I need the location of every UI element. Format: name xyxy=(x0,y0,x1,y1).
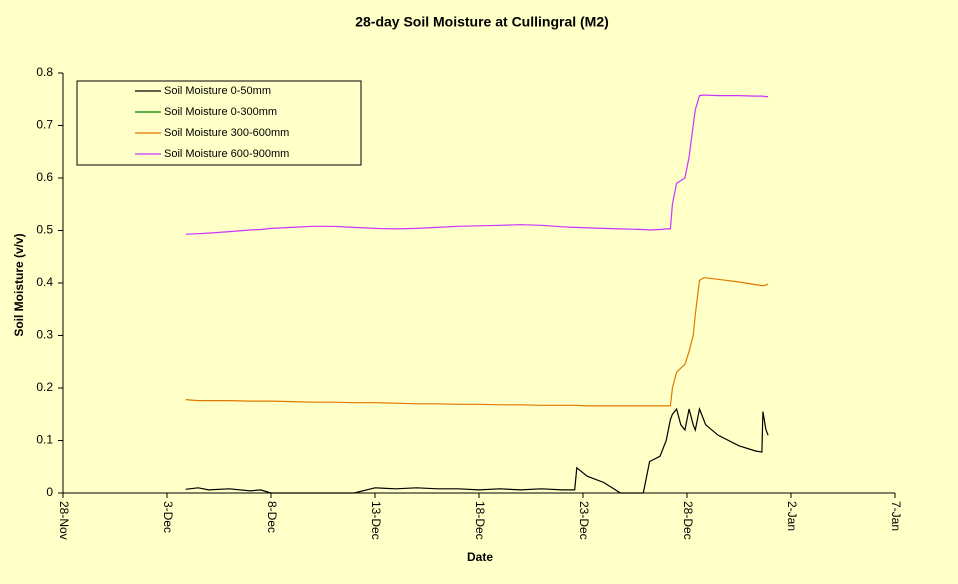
x-axis-title: Date xyxy=(467,550,493,564)
x-tick-label: 28-Nov xyxy=(57,501,71,540)
series-line xyxy=(185,94,769,235)
y-tick-label: 0.5 xyxy=(36,223,53,237)
y-tick-label: 0.7 xyxy=(36,118,53,132)
x-tick-label: 28-Dec xyxy=(681,501,695,540)
series-line xyxy=(185,406,769,494)
legend-label: Soil Moisture 0-300mm xyxy=(164,106,277,118)
y-tick-label: 0.6 xyxy=(36,170,53,184)
x-tick-label: 7-Jan xyxy=(889,501,903,531)
legend-box xyxy=(76,80,362,166)
y-tick-label: 0.3 xyxy=(36,328,53,342)
y-axis-title: Soil Moisture (v/v) xyxy=(12,233,26,336)
y-tick-label: 0.4 xyxy=(36,275,53,289)
legend-label: Soil Moisture 600-900mm xyxy=(164,148,289,160)
y-tick-label: 0.8 xyxy=(36,65,53,79)
x-tick-label: 13-Dec xyxy=(369,501,383,540)
x-tick-label: 3-Dec xyxy=(161,501,175,533)
chart-title: 28-day Soil Moisture at Cullingral (M2) xyxy=(355,14,609,30)
y-tick-label: 0.1 xyxy=(36,433,53,447)
legend-label: Soil Moisture 0-50mm xyxy=(164,85,271,97)
y-tick-label: 0 xyxy=(46,485,53,499)
y-tick-label: 0.2 xyxy=(36,380,53,394)
x-tick-label: 23-Dec xyxy=(577,501,591,540)
x-tick-label: 8-Dec xyxy=(265,501,279,533)
x-tick-label: 18-Dec xyxy=(473,501,487,540)
legend-label: Soil Moisture 300-600mm xyxy=(164,127,289,139)
series-line xyxy=(185,277,769,407)
x-tick-label: 2-Jan xyxy=(785,501,799,531)
